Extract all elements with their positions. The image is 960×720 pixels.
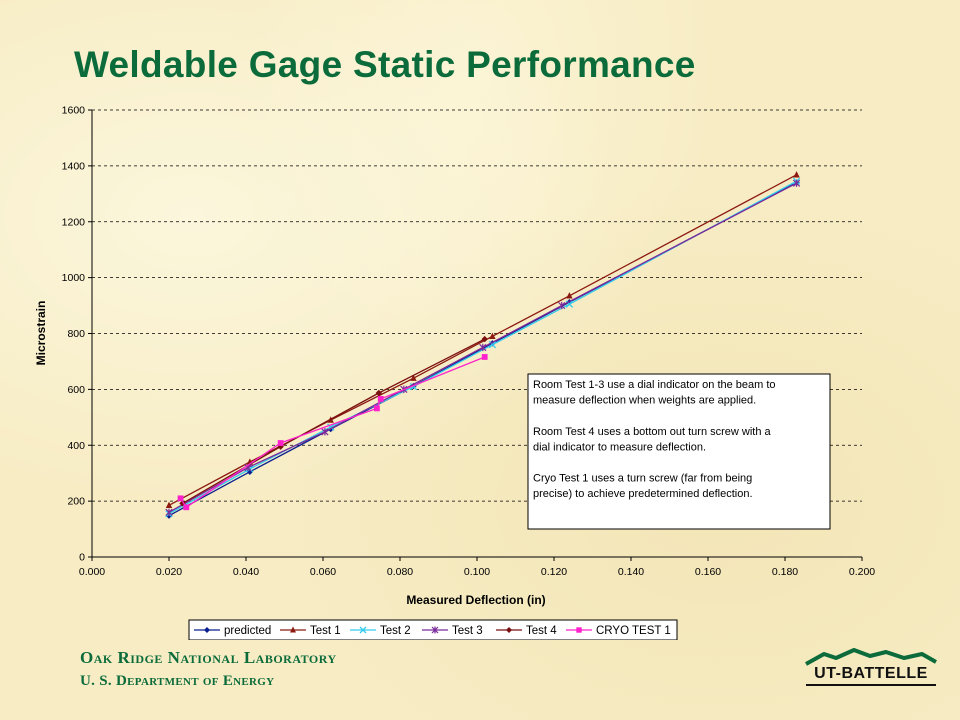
footer-org-line-1: Oak Ridge National Laboratory xyxy=(80,648,337,667)
series-test-1 xyxy=(165,171,800,509)
x-tick-label: 0.000 xyxy=(79,566,105,578)
data-point xyxy=(489,332,496,339)
data-point xyxy=(481,335,488,343)
logo-text: UT-BATTELLE xyxy=(814,665,928,682)
annotation-line: precise) to achieve predetermined deflec… xyxy=(533,488,753,500)
data-point xyxy=(321,428,329,436)
annotation-line: Cryo Test 1 uses a turn screw (far from … xyxy=(533,473,752,485)
footer-org-line-2: U. S. Department of Energy xyxy=(80,673,275,689)
annotation-line: measure deflection when weights are appl… xyxy=(533,395,756,407)
y-tick-label: 200 xyxy=(67,496,85,508)
data-point xyxy=(792,179,801,187)
y-axis-label: Microstrain xyxy=(34,301,48,366)
chart-legend: predicted Test 1 Test 2 Test 3 Test 4 CRYO TE… xyxy=(188,619,678,640)
y-tick-label: 1400 xyxy=(62,160,86,172)
logo-mountain-icon xyxy=(805,648,937,686)
annotation-line: Room Test 4 uses a bottom out turn screw… xyxy=(533,426,772,438)
legend-entry: Test 2 xyxy=(350,625,411,637)
y-tick-label: 400 xyxy=(67,440,85,452)
x-axis-label: Measured Deflection (in) xyxy=(406,593,545,607)
annotation-box: Room Test 1-3 use a dial indicator on th… xyxy=(527,373,831,530)
annotation-line: Room Test 1-3 use a dial indicator on th… xyxy=(533,379,776,391)
x-tick-label: 0.080 xyxy=(387,566,413,578)
legend-entry: Test 4 xyxy=(496,625,557,637)
x-tick-label: 0.120 xyxy=(541,566,567,578)
legend-label: predicted xyxy=(224,625,271,637)
chart-axes xyxy=(88,109,863,561)
x-tick-labels: 0.000 0.020 0.040 0.060 0.080 0.100 0.120 0.140… xyxy=(79,566,875,578)
data-point xyxy=(479,343,487,352)
series-cryo-test-1 xyxy=(177,354,488,511)
x-tick-label: 0.020 xyxy=(156,566,182,578)
y-tick-label: 1000 xyxy=(62,272,86,284)
data-point xyxy=(488,341,497,349)
data-point xyxy=(374,405,380,412)
data-point xyxy=(566,292,573,299)
data-point xyxy=(375,389,383,397)
slide-title: Weldable Gage Static Performance xyxy=(74,44,696,85)
x-tick-label: 0.180 xyxy=(772,566,798,578)
series-line xyxy=(182,338,485,504)
x-tick-label: 0.140 xyxy=(618,566,644,578)
data-point xyxy=(177,495,184,502)
y-tick-label: 1200 xyxy=(62,216,86,228)
deflection-chart: 0 200 400 600 800 1000 1200 1400 1600 0.000 0.020… xyxy=(34,105,875,640)
data-point xyxy=(183,504,190,511)
legend-entry: predicted xyxy=(194,625,271,637)
y-tick-labels: 0 200 400 600 800 1000 1200 1400 1600 xyxy=(62,105,86,564)
legend-entry: CRYO TEST 1 xyxy=(566,625,671,637)
data-point xyxy=(165,508,173,516)
data-point xyxy=(558,301,566,310)
data-point xyxy=(481,354,488,360)
annotation-line: dial indicator to measure deflection. xyxy=(533,441,706,453)
y-tick-label: 600 xyxy=(67,384,85,396)
data-point xyxy=(410,374,417,381)
x-tick-label: 0.060 xyxy=(310,566,336,578)
data-point xyxy=(377,395,384,402)
x-tick-label: 0.040 xyxy=(233,566,259,578)
legend-label: Test 2 xyxy=(380,625,411,637)
grid-lines xyxy=(92,109,862,502)
legend-label: CRYO TEST 1 xyxy=(596,625,671,637)
data-point xyxy=(277,440,284,446)
ut-battelle-logo: UT-BATTELLE xyxy=(804,646,938,690)
legend-label: Test 4 xyxy=(526,625,557,637)
series-layer xyxy=(165,171,801,519)
legend-label: Test 3 xyxy=(452,625,483,637)
data-point xyxy=(793,171,800,178)
data-point xyxy=(165,501,173,509)
legend-entry: Test 1 xyxy=(280,625,341,637)
legend-entry: Test 3 xyxy=(422,625,483,637)
x-tick-label: 0.100 xyxy=(464,566,490,578)
y-tick-label: 800 xyxy=(67,328,85,340)
y-tick-label: 1600 xyxy=(62,105,86,117)
legend-label: Test 1 xyxy=(310,625,341,637)
x-tick-label: 0.160 xyxy=(695,566,721,578)
y-tick-label: 0 xyxy=(79,552,85,564)
x-tick-label: 0.200 xyxy=(849,566,875,578)
